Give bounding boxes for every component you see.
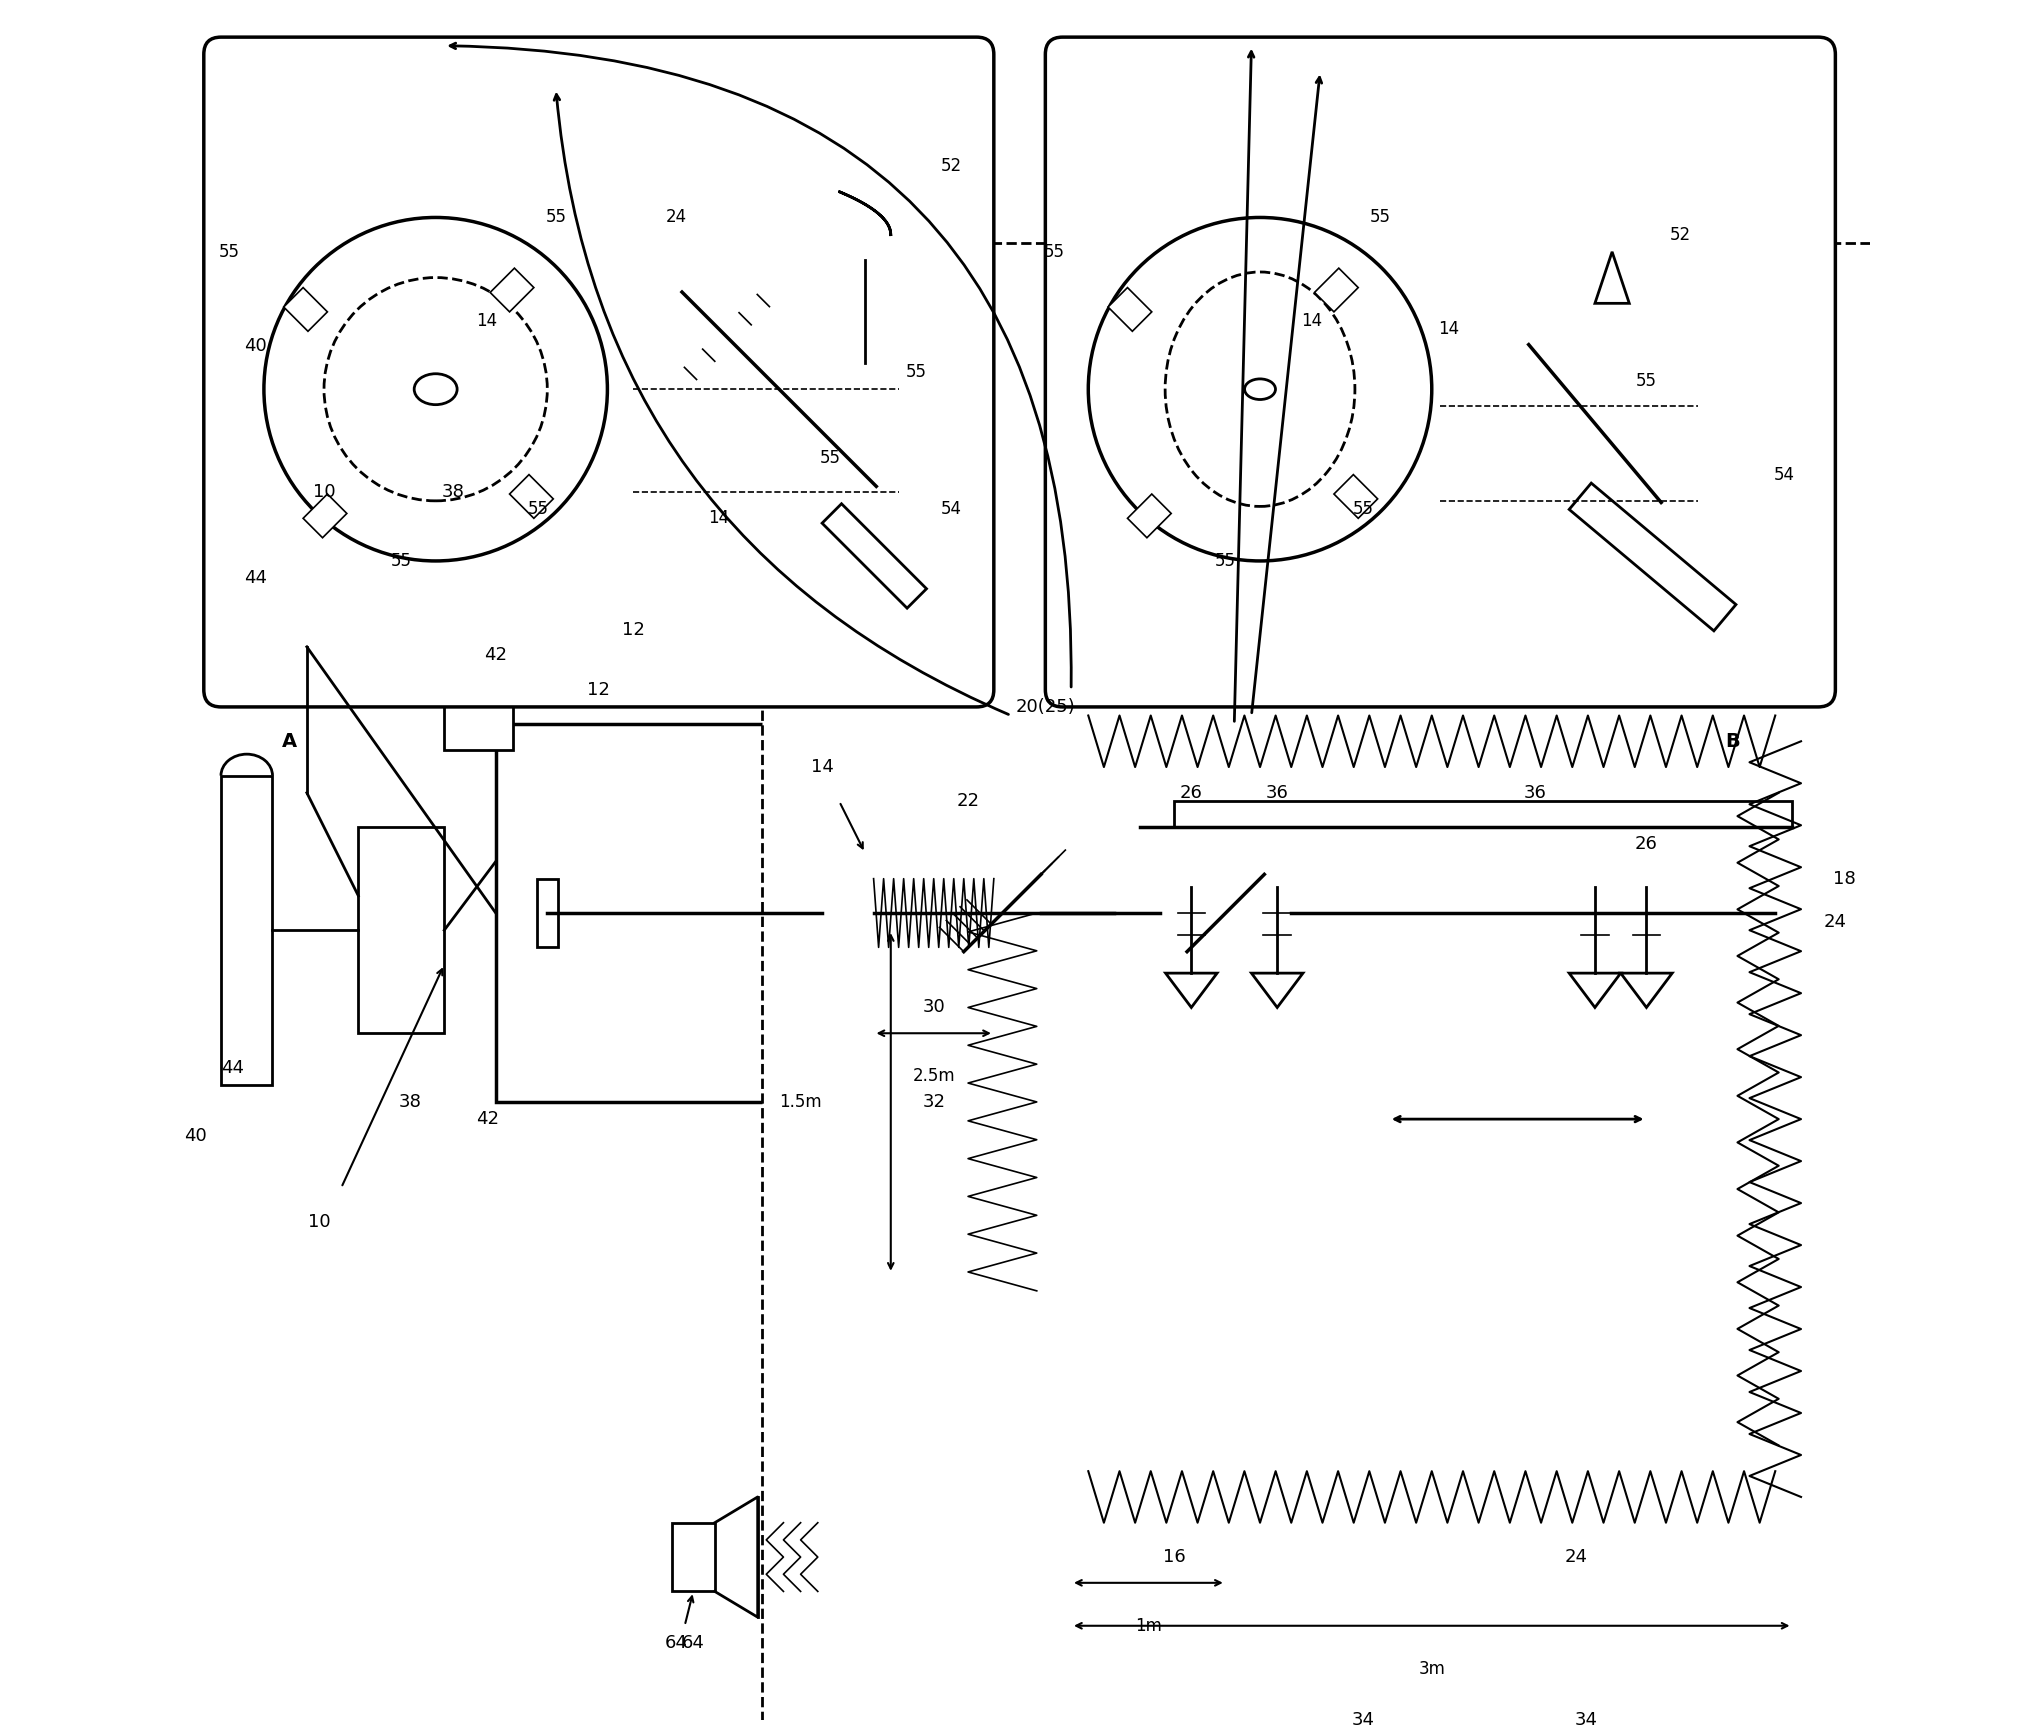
Bar (1569, 483, 1737, 630)
Bar (1175, 802, 1791, 828)
Text: 14: 14 (811, 759, 833, 776)
Text: 55: 55 (528, 501, 550, 518)
FancyBboxPatch shape (1045, 36, 1836, 707)
Bar (283, 288, 328, 331)
Ellipse shape (1246, 379, 1276, 400)
Text: B: B (1725, 733, 1739, 750)
Bar (811, 878, 833, 947)
Circle shape (1161, 847, 1290, 979)
Text: 14: 14 (708, 509, 730, 527)
Text: 55: 55 (821, 449, 841, 468)
Bar (489, 268, 534, 312)
Text: 22: 22 (956, 792, 979, 811)
Polygon shape (311, 622, 354, 672)
Polygon shape (1252, 973, 1302, 1008)
Text: 24: 24 (1824, 913, 1846, 930)
Text: 14: 14 (477, 312, 497, 329)
Text: 42: 42 (483, 646, 508, 665)
Text: 30: 30 (922, 998, 944, 1017)
Text: 20(25): 20(25) (1015, 698, 1076, 715)
Bar (1072, 724, 1791, 1514)
Text: 32: 32 (922, 1093, 944, 1110)
Text: 55: 55 (906, 364, 926, 381)
Text: 52: 52 (940, 158, 960, 175)
Text: 1.5m: 1.5m (778, 1093, 823, 1110)
Bar (303, 494, 348, 537)
Polygon shape (261, 622, 301, 672)
Circle shape (265, 218, 607, 561)
Bar (358, 828, 445, 1034)
Text: 52: 52 (1670, 225, 1690, 244)
Text: 12: 12 (621, 620, 645, 639)
Text: 55: 55 (1636, 372, 1656, 390)
Text: 64: 64 (681, 1633, 706, 1652)
Bar (220, 776, 273, 1084)
Bar (823, 504, 926, 608)
Text: A: A (283, 733, 297, 750)
Text: 12: 12 (586, 681, 611, 698)
Text: 14: 14 (1300, 312, 1322, 329)
Text: 64: 64 (665, 1633, 687, 1652)
Text: 55: 55 (546, 208, 566, 227)
Bar (1335, 475, 1377, 518)
Circle shape (324, 277, 548, 501)
Polygon shape (1569, 973, 1622, 1008)
Text: 10: 10 (307, 1212, 330, 1231)
Text: 24: 24 (665, 208, 687, 227)
Text: 18: 18 (1832, 869, 1856, 889)
Circle shape (1088, 218, 1432, 561)
Text: 44: 44 (245, 570, 267, 587)
Text: 14: 14 (1438, 320, 1460, 338)
Text: 26: 26 (1636, 835, 1658, 854)
Text: 3m: 3m (1417, 1659, 1446, 1678)
Text: 55: 55 (218, 242, 241, 262)
Text: 24: 24 (1565, 1548, 1587, 1566)
Text: 44: 44 (222, 1058, 245, 1077)
Text: 54: 54 (940, 501, 960, 518)
Text: 2.5m: 2.5m (912, 1067, 954, 1086)
Text: 55: 55 (1215, 553, 1235, 570)
Bar (1128, 494, 1171, 537)
Text: 38: 38 (441, 483, 465, 501)
Bar (445, 698, 514, 750)
Bar (1108, 288, 1153, 331)
Text: 55: 55 (1043, 242, 1064, 262)
FancyBboxPatch shape (762, 242, 2022, 1732)
Text: 1m: 1m (1134, 1616, 1163, 1635)
Text: 10: 10 (313, 483, 336, 501)
Ellipse shape (415, 374, 457, 405)
Text: 26: 26 (1181, 785, 1203, 802)
Polygon shape (1595, 251, 1630, 303)
Polygon shape (1165, 973, 1217, 1008)
Bar (510, 475, 554, 518)
Ellipse shape (1165, 272, 1355, 506)
Polygon shape (261, 622, 301, 672)
Text: 40: 40 (245, 338, 267, 355)
Bar (1314, 268, 1359, 312)
Text: 55: 55 (1369, 208, 1391, 227)
Text: 38: 38 (398, 1093, 421, 1110)
Text: 36: 36 (1266, 785, 1288, 802)
Text: 16: 16 (1163, 1548, 1185, 1566)
Polygon shape (1622, 973, 1672, 1008)
Text: 55: 55 (1353, 501, 1373, 518)
Text: 54: 54 (1773, 466, 1794, 483)
FancyBboxPatch shape (204, 36, 995, 707)
Text: 40: 40 (184, 1128, 206, 1145)
Bar (495, 724, 874, 1102)
Text: 42: 42 (475, 1110, 499, 1128)
Bar (671, 1522, 714, 1592)
Text: 36: 36 (1523, 785, 1547, 802)
Bar (538, 878, 558, 947)
Text: 34: 34 (1575, 1711, 1597, 1729)
Polygon shape (311, 622, 354, 672)
Text: 34: 34 (1351, 1711, 1375, 1729)
Text: 55: 55 (390, 553, 412, 570)
